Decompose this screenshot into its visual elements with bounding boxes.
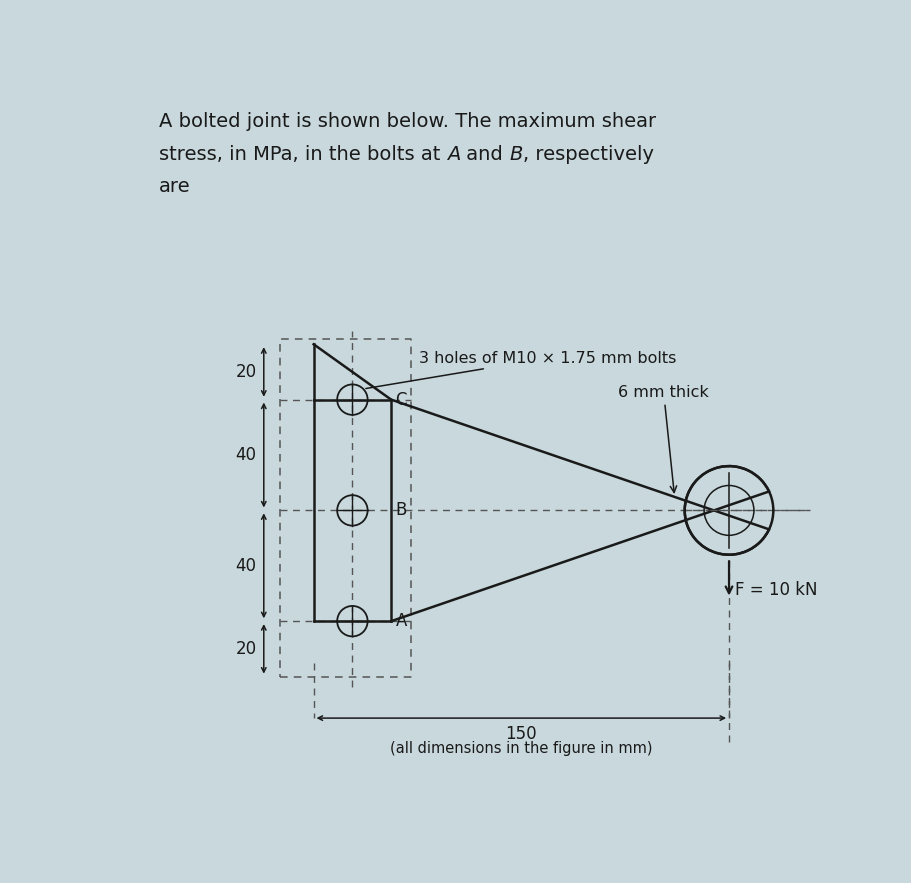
Text: B: B [395,502,406,519]
Text: stress, in MPa, in the bolts at: stress, in MPa, in the bolts at [159,145,446,163]
Text: 150: 150 [505,726,537,743]
Text: 20: 20 [235,640,256,658]
Text: B: B [508,145,522,163]
Text: A bolted joint is shown below. The maximum shear: A bolted joint is shown below. The maxim… [159,112,656,131]
Text: 20: 20 [235,363,256,381]
Text: A: A [395,612,406,630]
Text: C: C [395,390,406,409]
Text: 3 holes of M10 × 1.75 mm bolts: 3 holes of M10 × 1.75 mm bolts [365,351,675,389]
Text: , respectively: , respectively [522,145,653,163]
Text: 6 mm thick: 6 mm thick [618,385,708,493]
Text: and: and [460,145,508,163]
Text: A: A [446,145,460,163]
Text: 40: 40 [235,446,256,464]
Text: are: are [159,177,190,196]
Text: F = 10 kN: F = 10 kN [734,581,816,599]
Text: (all dimensions in the figure in mm): (all dimensions in the figure in mm) [390,742,652,757]
Text: 40: 40 [235,557,256,575]
